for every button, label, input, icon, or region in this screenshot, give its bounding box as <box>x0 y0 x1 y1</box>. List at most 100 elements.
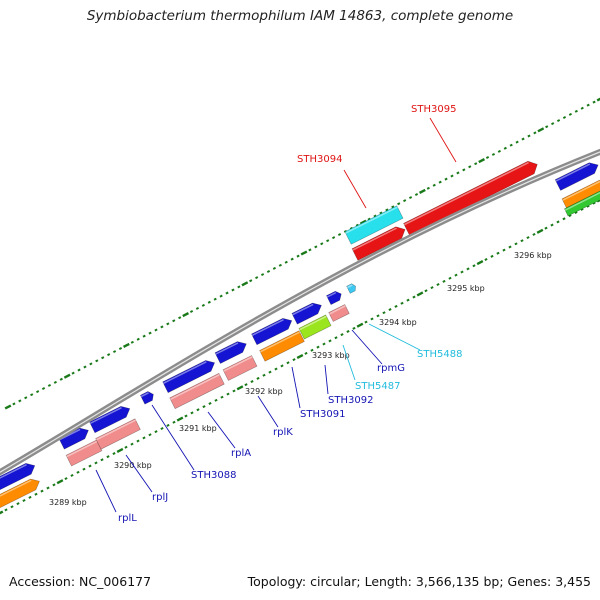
outer-tick <box>450 174 454 178</box>
inner-tick <box>166 423 170 427</box>
inner-tick <box>442 279 446 283</box>
inner-tick <box>568 214 572 218</box>
label-leader <box>343 169 367 209</box>
gene-box-highlight <box>564 191 600 211</box>
outer-tick <box>296 254 300 258</box>
inner-tick <box>130 442 134 446</box>
outer-tick <box>136 337 140 341</box>
outer-tick <box>497 149 501 153</box>
outer-tick <box>426 186 430 190</box>
outer-tick <box>41 387 46 391</box>
outer-tick <box>474 162 478 166</box>
gene-box-highlight <box>95 419 137 441</box>
inner-tick <box>412 295 416 299</box>
outer-tick <box>478 158 485 164</box>
outer-tick <box>367 217 371 221</box>
inner-tick <box>296 353 304 360</box>
gene-box <box>214 341 247 364</box>
inner-tick <box>100 458 104 462</box>
inner-tick <box>508 245 512 249</box>
outer-tick <box>456 171 460 175</box>
outer-tick <box>189 310 194 314</box>
inner-tick <box>280 364 284 368</box>
gene-box-highlight <box>89 407 122 425</box>
label-leader <box>257 395 279 428</box>
outer-tick <box>527 134 531 138</box>
inner-tick <box>142 436 146 440</box>
gene-box-highlight <box>352 227 397 251</box>
outer-tick <box>160 325 164 329</box>
gene-box <box>403 160 538 237</box>
outer-tick <box>77 368 81 372</box>
gene-label: STH3088 <box>191 470 236 481</box>
gene-box <box>95 418 141 450</box>
inner-tick <box>40 489 44 493</box>
outer-tick <box>47 383 52 387</box>
outer-tick <box>438 180 442 184</box>
outer-tick <box>130 340 134 344</box>
gene-box <box>554 162 599 191</box>
inner-tick <box>416 291 424 297</box>
outer-tick <box>509 143 513 147</box>
outer-tick <box>308 248 312 252</box>
outer-tick <box>379 211 383 215</box>
label-leader <box>95 469 117 513</box>
outer-tick <box>300 250 308 256</box>
gene-box <box>346 283 356 294</box>
gene-box <box>169 372 225 410</box>
outer-tick <box>580 106 584 110</box>
inner-tick <box>574 211 578 215</box>
inner-tick <box>136 439 140 443</box>
gene-box-highlight <box>326 291 337 298</box>
gene-box-highlight <box>299 315 327 331</box>
outer-tick <box>107 353 111 357</box>
gene-box-highlight <box>163 361 207 384</box>
gene-box-highlight <box>259 331 301 353</box>
inner-tick <box>562 217 566 221</box>
outer-tick <box>533 131 537 135</box>
inner-tick <box>502 248 506 252</box>
outer-tick <box>574 109 578 113</box>
inner-tick <box>64 477 68 481</box>
gene-box <box>251 318 293 346</box>
outer-tick <box>172 319 176 323</box>
inner-tick <box>586 204 590 208</box>
outer-tick <box>266 269 271 273</box>
outer-tick <box>195 306 200 310</box>
inner-dotted-track <box>0 198 600 515</box>
inner-tick <box>184 414 188 418</box>
inner-tick <box>544 226 548 230</box>
outer-tick <box>515 140 519 144</box>
label-leader <box>207 411 236 449</box>
outer-tick <box>503 146 507 150</box>
inner-tick <box>22 498 26 502</box>
gene-box <box>351 226 406 261</box>
outer-tick <box>118 346 123 350</box>
inner-tick <box>226 392 230 396</box>
inner-tick <box>376 314 380 318</box>
outer-tick <box>178 316 182 320</box>
outer-tick <box>568 112 573 116</box>
scale-label: 3291 kbp <box>179 424 217 433</box>
inner-tick <box>0 510 4 515</box>
gene-label: rplJ <box>152 492 168 503</box>
inner-tick <box>334 336 338 340</box>
inner-tick <box>4 508 8 512</box>
inner-tick <box>292 358 296 362</box>
gene-box <box>0 478 40 509</box>
inner-tick <box>460 270 464 274</box>
inner-tick <box>370 317 374 321</box>
inner-tick <box>46 486 50 490</box>
gene-box-highlight <box>345 206 398 234</box>
inner-tick <box>556 220 560 224</box>
outer-tick <box>485 156 490 160</box>
gene-box-highlight <box>403 161 529 226</box>
label-leader <box>351 329 383 365</box>
outer-tick <box>397 202 401 206</box>
outer-tick <box>154 328 158 332</box>
inner-tick <box>116 447 124 453</box>
inner-tick <box>196 408 200 412</box>
outer-tick <box>551 122 555 126</box>
scale-label: 3292 kbp <box>245 387 283 396</box>
